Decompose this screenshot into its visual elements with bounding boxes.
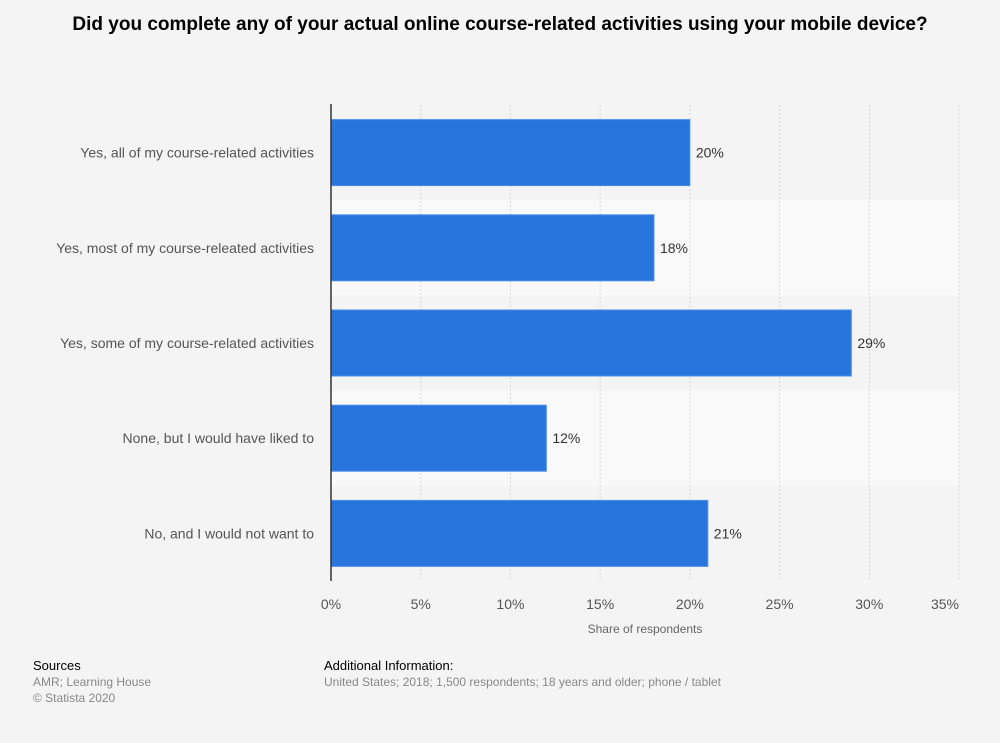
sources-block: Sources AMR; Learning House © Statista 2… [33, 658, 151, 706]
bar[interactable] [330, 119, 691, 187]
x-tick-label: 5% [411, 596, 431, 612]
value-label: 18% [660, 240, 688, 256]
copyright-line: © Statista 2020 [33, 691, 116, 705]
bar[interactable] [330, 309, 852, 377]
x-tick-label: 0% [321, 596, 341, 612]
x-tick-label: 30% [855, 596, 883, 612]
sources-heading: Sources [33, 658, 81, 673]
additional-info-heading: Additional Information: [324, 658, 454, 673]
bar[interactable] [330, 404, 547, 472]
category-label: Yes, all of my course-related activities [80, 145, 314, 161]
value-label: 29% [857, 335, 885, 351]
bars [330, 119, 852, 567]
x-tick-label: 10% [496, 596, 524, 612]
x-tick-label: 20% [676, 596, 704, 612]
x-tick-labels: 0% 5% 10% 15% 20% 25% 30% 35% [321, 596, 959, 612]
bar[interactable] [330, 214, 655, 282]
bar[interactable] [330, 499, 709, 567]
x-axis-title: Share of respondents [588, 622, 703, 636]
value-label: 21% [714, 525, 742, 541]
value-label: 12% [552, 430, 580, 446]
category-label: Yes, some of my course-related activitie… [60, 335, 314, 351]
category-label: No, and I would not want to [144, 525, 314, 541]
additional-info-text: United States; 2018; 1,500 respondents; … [324, 675, 721, 689]
sources-line[interactable]: AMR; Learning House [33, 675, 152, 689]
additional-info-block: Additional Information: United States; 2… [324, 658, 721, 690]
value-labels: 20% 18% 29% 12% 21% [552, 145, 885, 542]
category-label: Yes, most of my course-releated activiti… [56, 240, 314, 256]
category-labels: Yes, all of my course-related activities… [56, 145, 314, 542]
x-tick-label: 35% [931, 596, 959, 612]
category-label: None, but I would have liked to [123, 430, 315, 446]
value-label: 20% [696, 145, 724, 161]
x-tick-label: 15% [586, 596, 614, 612]
x-tick-label: 25% [766, 596, 794, 612]
chart-title: Did you complete any of your actual onli… [72, 14, 928, 35]
